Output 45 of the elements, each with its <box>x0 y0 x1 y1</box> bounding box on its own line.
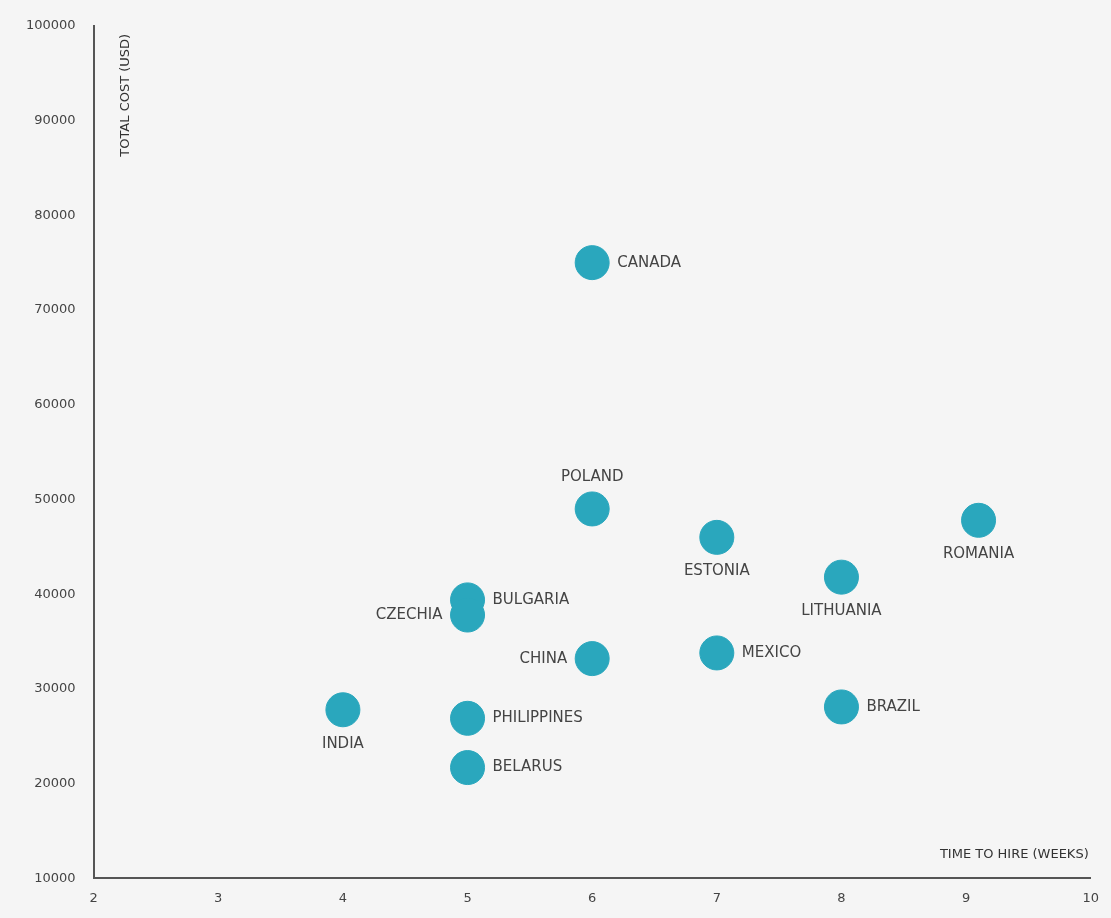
annotation: CANADA <box>617 252 682 271</box>
y-tick-label: 40000 <box>34 585 76 601</box>
annotation: BULGARIA <box>492 589 570 608</box>
x-tick-label: 6 <box>588 889 597 905</box>
x-axis-title: TIME TO HIRE (WEEKS) <box>938 845 1089 861</box>
x-tick-label: 4 <box>338 889 348 905</box>
x-tick-label: 10 <box>1082 889 1099 905</box>
annotation: BRAZIL <box>866 696 921 715</box>
y-tick-label: 20000 <box>34 775 76 791</box>
point <box>961 502 997 538</box>
annotation: POLAND <box>560 466 624 485</box>
y-tick-label: 10000 <box>34 869 76 885</box>
y-tick-label: 60000 <box>34 396 76 412</box>
annotation: LITHUANIA <box>801 601 883 620</box>
x-tick-label: 8 <box>837 889 846 905</box>
y-tick-label: 90000 <box>34 111 76 127</box>
y-tick-label: 30000 <box>34 680 76 696</box>
x-tick-label: 7 <box>712 889 721 905</box>
annotation: ESTONIA <box>683 561 751 580</box>
annotation: CZECHIA <box>375 604 444 623</box>
point <box>574 641 610 677</box>
annotation: PHILIPPINES <box>492 708 583 727</box>
annotation: ROMANIA <box>942 544 1015 563</box>
y-axis-title: TOTAL COST (USD) <box>117 33 132 158</box>
point <box>823 559 859 595</box>
x-tick-label: 2 <box>89 889 98 905</box>
point <box>450 700 486 736</box>
annotation: MEXICO <box>741 642 802 661</box>
y-tick-label: 100000 <box>25 17 76 33</box>
annotation: BELARUS <box>492 757 563 776</box>
point <box>823 689 859 725</box>
point <box>325 692 361 728</box>
x-tick-label: 9 <box>961 889 971 905</box>
point <box>574 245 610 281</box>
point <box>699 635 735 671</box>
x-tick-label: 5 <box>463 889 472 905</box>
annotation: INDIA <box>321 733 365 752</box>
point <box>699 519 735 555</box>
y-tick-label: 70000 <box>34 301 76 317</box>
point <box>574 491 610 527</box>
y-tick-label: 50000 <box>34 490 76 506</box>
annotation: CHINA <box>519 648 568 667</box>
y-tick-label: 80000 <box>34 206 76 222</box>
x-tick-label: 3 <box>214 889 223 905</box>
point <box>450 750 486 786</box>
